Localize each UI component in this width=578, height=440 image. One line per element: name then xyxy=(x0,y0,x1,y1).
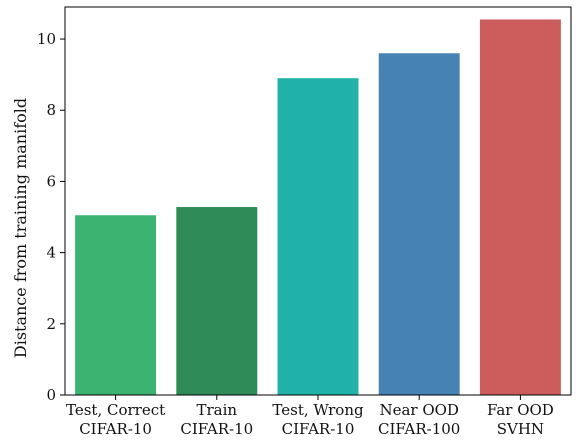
y-tick-label: 0 xyxy=(46,386,56,404)
x-tick-label: Test, Correct CIFAR-10 xyxy=(66,401,165,438)
x-axis: Test, Correct CIFAR-10 Train CIFAR-10 Test, … xyxy=(66,395,554,438)
y-tick-label: 2 xyxy=(46,315,56,333)
y-axis: 0 2 4 6 8 10 xyxy=(37,30,65,404)
y-axis-label: Distance from training manifold xyxy=(11,98,30,358)
y-tick-label: 6 xyxy=(46,172,56,190)
x-tick-label: Near OOD CIFAR-100 xyxy=(378,401,460,438)
x-tick-label: Far OOD SVHN xyxy=(487,401,554,438)
x-tick-label: Train CIFAR-10 xyxy=(180,401,253,438)
bar-2 xyxy=(176,207,258,395)
x-tick-label: Test, Wrong CIFAR-10 xyxy=(272,401,364,438)
bar-1 xyxy=(75,215,157,395)
y-tick-label: 8 xyxy=(46,101,56,119)
bar-5 xyxy=(479,19,561,396)
bar-4 xyxy=(378,53,460,395)
y-tick-label: 4 xyxy=(46,244,56,262)
bar-3 xyxy=(277,78,359,395)
bars-group xyxy=(75,19,561,396)
y-tick-label: 10 xyxy=(37,30,56,48)
